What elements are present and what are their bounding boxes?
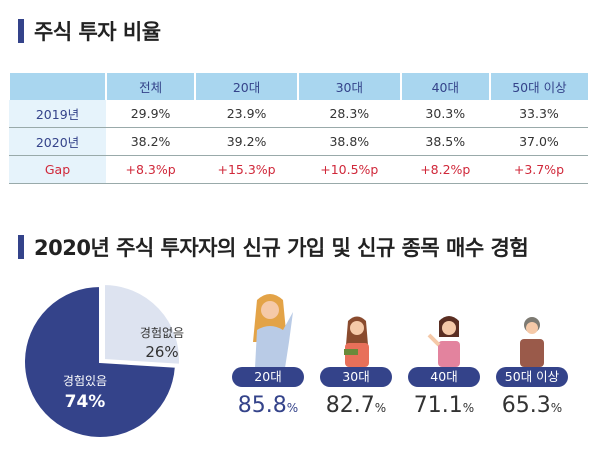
person-30s-icon xyxy=(344,316,369,367)
cell: 28.3% xyxy=(297,100,401,128)
age-badge-20s: 20대 xyxy=(232,367,304,387)
slice-value: 74% xyxy=(65,392,106,412)
pie-chart: 경험없음 26% 경험있음 74% xyxy=(23,282,184,439)
header-cell: 50대 이상 xyxy=(488,73,588,100)
cell: +3.7%p xyxy=(489,155,588,184)
cell: 39.2% xyxy=(195,127,298,156)
person-40s-icon xyxy=(427,316,460,367)
cell: +8.2%p xyxy=(400,155,490,184)
pie-slice-experienced xyxy=(23,284,177,439)
header-cell: 30대 xyxy=(296,73,401,100)
cell: 30.3% xyxy=(400,100,490,128)
header-cell xyxy=(8,73,106,100)
person-50s-icon xyxy=(520,317,544,367)
header-cell: 전체 xyxy=(104,73,196,100)
value-number: 71.1 xyxy=(413,393,463,418)
value-unit: % xyxy=(550,401,563,415)
row-label: 2019년 xyxy=(9,100,106,128)
cell: 23.9% xyxy=(195,100,298,128)
person-20s-icon xyxy=(253,294,293,368)
table-header-row: 전체 20대 30대 40대 50대 이상 xyxy=(8,73,588,100)
table-row: Gap +8.3%p +15.3%p +10.5%p +8.2%p +3.7%p xyxy=(9,155,588,184)
value-number: 82.7 xyxy=(325,393,375,418)
header-cell: 40대 xyxy=(399,73,490,100)
age-value-50s: 65.3% xyxy=(492,393,572,418)
cell: 29.9% xyxy=(106,100,196,128)
value-unit: % xyxy=(462,401,475,415)
value-unit: % xyxy=(286,401,299,415)
cell: +8.3%p xyxy=(106,155,196,184)
title-text: 주식 투자 비율 xyxy=(34,20,161,44)
age-badge-40s: 40대 xyxy=(408,367,480,387)
investment-ratio-table: 전체 20대 30대 40대 50대 이상 2019년 29.9% 23.9% 28.… xyxy=(8,73,588,184)
cell: +10.5%p xyxy=(297,155,401,184)
slice-value: 26% xyxy=(145,343,178,361)
value-number: 65.3 xyxy=(501,393,551,418)
cell: 37.0% xyxy=(489,127,588,156)
cell: 38.5% xyxy=(400,127,490,156)
row-label: 2020년 xyxy=(9,127,106,156)
section-title-new-account: 2020년 주식 투자자의 신규 가입 및 신규 종목 매수 경험 xyxy=(18,232,529,262)
age-value-40s: 71.1% xyxy=(404,393,484,418)
section-title-stock-ratio: 주식 투자 비율 xyxy=(18,16,161,46)
age-value-20s: 85.8% xyxy=(228,393,308,418)
pie-slice-not-experienced xyxy=(103,282,181,366)
row-label: Gap xyxy=(9,155,106,184)
cell: 38.2% xyxy=(106,127,196,156)
header-cell: 20대 xyxy=(194,73,298,100)
age-badge-50s: 50대 이상 xyxy=(496,367,568,387)
cell: 38.8% xyxy=(297,127,401,156)
value-unit: % xyxy=(374,401,387,415)
cell: +15.3%p xyxy=(195,155,298,184)
cell: 33.3% xyxy=(489,100,588,128)
age-value-30s: 82.7% xyxy=(316,393,396,418)
table-row: 2019년 29.9% 23.9% 28.3% 30.3% 33.3% xyxy=(9,100,588,128)
title-text: 2020년 주식 투자자의 신규 가입 및 신규 종목 매수 경험 xyxy=(34,236,529,260)
value-number: 85.8 xyxy=(237,393,287,418)
title-accent-bar xyxy=(18,235,24,259)
age-badge-30s: 30대 xyxy=(320,367,392,387)
slice-label: 경험있음 xyxy=(63,374,107,388)
table-row: 2020년 38.2% 39.2% 38.8% 38.5% 37.0% xyxy=(9,127,588,156)
title-accent-bar xyxy=(18,19,24,43)
slice-label: 경험없음 xyxy=(140,326,184,340)
